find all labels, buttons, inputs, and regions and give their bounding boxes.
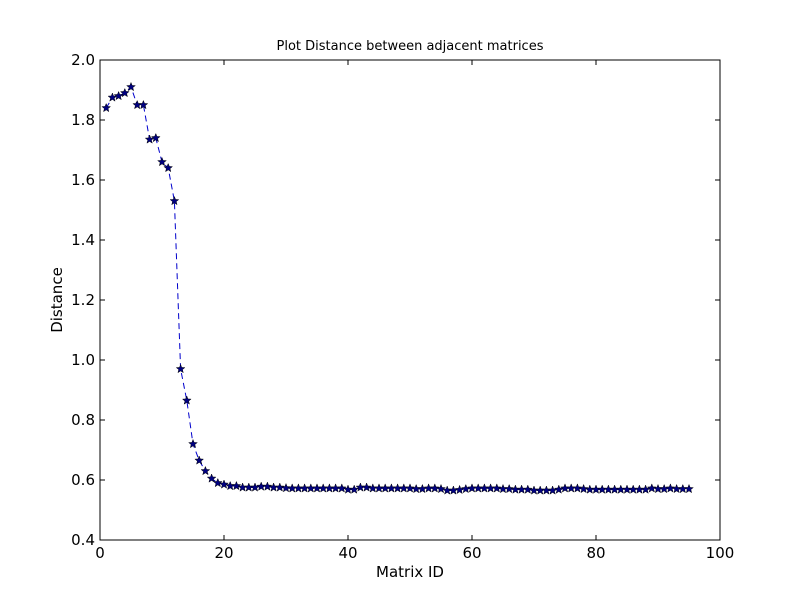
x-tick-label: 20: [214, 544, 233, 562]
data-point: [126, 81, 136, 92]
data-point: [491, 483, 502, 493]
data-point: [349, 484, 360, 494]
data-point: [206, 473, 217, 483]
y-tick-label: 2.0: [71, 51, 95, 69]
data-point: [169, 195, 180, 206]
data-point: [181, 395, 192, 405]
data-point: [113, 90, 124, 101]
data-point: [200, 465, 211, 476]
y-tick-label: 0.4: [71, 531, 95, 549]
y-tick-label: 1.2: [71, 291, 95, 309]
y-tick-label: 1.4: [71, 231, 95, 249]
data-point: [107, 92, 118, 102]
data-point: [119, 87, 130, 98]
data-point: [522, 484, 533, 494]
y-tick-label: 0.6: [71, 471, 95, 489]
data-point: [274, 482, 285, 492]
plot-area: [101, 81, 694, 495]
y-tick-label: 1.8: [71, 111, 95, 129]
x-tick-label: 40: [338, 544, 357, 562]
data-point: [231, 480, 242, 491]
data-point: [163, 162, 174, 173]
data-point: [578, 483, 589, 494]
data-point: [175, 363, 186, 374]
data-point: [281, 482, 291, 493]
y-tick-label: 0.8: [71, 411, 95, 429]
data-point: [188, 438, 198, 449]
data-point: [361, 482, 372, 492]
plot-frame: [99, 59, 721, 541]
data-point: [405, 483, 415, 493]
data-point: [212, 477, 223, 488]
data-point: [150, 132, 161, 143]
data-point: [665, 483, 676, 493]
x-tick-label: 80: [586, 544, 605, 562]
x-axis-label: Matrix ID: [376, 563, 444, 581]
data-point: [194, 455, 205, 465]
y-axis-label: Distance: [48, 267, 66, 333]
data-point: [504, 483, 515, 494]
chart-title: Plot Distance between adjacent matrices: [277, 39, 544, 54]
x-tick-label: 0: [95, 544, 105, 562]
data-point: [429, 483, 440, 493]
data-point: [262, 481, 273, 491]
data-point: [684, 483, 694, 494]
data-point: [336, 483, 347, 493]
data-point: [219, 479, 229, 489]
data-point: [144, 134, 155, 144]
y-tick-label: 1.6: [71, 171, 95, 189]
x-tick-label: 100: [706, 544, 735, 562]
data-point: [101, 102, 112, 113]
data-point: [157, 156, 167, 167]
x-tick-label: 60: [462, 544, 481, 562]
data-point: [138, 99, 149, 110]
y-tick-label: 1.0: [71, 351, 95, 369]
data-point: [436, 483, 446, 494]
data-point: [646, 483, 657, 493]
data-point: [572, 483, 583, 493]
